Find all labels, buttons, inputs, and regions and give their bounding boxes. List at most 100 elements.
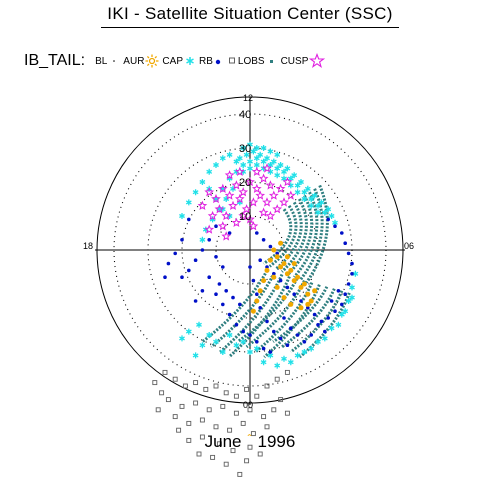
cap-point	[260, 145, 267, 151]
tail-streak	[299, 188, 324, 281]
lobs-point	[210, 454, 216, 460]
rb-point	[248, 333, 252, 337]
cusp-point	[214, 204, 225, 214]
cusp-point	[248, 221, 259, 231]
cap-point	[185, 328, 192, 335]
cusp-point	[275, 183, 286, 193]
cap-point	[260, 359, 267, 366]
cap-point	[253, 345, 260, 352]
cusp-point	[207, 210, 218, 221]
rb-point	[207, 275, 211, 280]
aur-point	[305, 291, 311, 297]
lobs-point	[244, 386, 250, 392]
rb-point	[193, 299, 198, 303]
tail-streak	[305, 184, 329, 284]
rb-point	[295, 333, 300, 337]
series-lobs	[152, 369, 290, 477]
cusp-point	[245, 214, 255, 224]
cusp-point	[258, 173, 269, 183]
lobs-point	[162, 369, 168, 375]
cap-point	[281, 355, 287, 362]
lobs-point	[199, 434, 205, 440]
cusp-point	[272, 204, 283, 214]
rb-point	[329, 299, 334, 303]
rb-point	[163, 275, 167, 280]
aur-point	[288, 301, 294, 307]
cap-point	[240, 162, 247, 168]
cusp-point	[231, 180, 242, 190]
cap-point	[328, 325, 335, 332]
rb-point	[200, 289, 205, 293]
cap-point	[294, 189, 301, 196]
cap-point	[318, 199, 325, 206]
cap-point	[206, 332, 213, 338]
aur-point	[254, 298, 260, 304]
lobs-point	[186, 437, 192, 443]
tail-streak	[254, 282, 314, 354]
cusp-point	[282, 176, 293, 187]
aur-point	[264, 267, 270, 273]
rb-point	[221, 302, 225, 307]
cap-point	[199, 342, 206, 349]
cap-point	[308, 196, 315, 202]
lobs-point	[271, 407, 277, 413]
cap-point	[250, 148, 257, 155]
cusp-point	[251, 166, 262, 176]
tail-streak	[268, 204, 298, 268]
lobs-point	[186, 420, 192, 426]
rb-point	[258, 306, 263, 310]
aur-point	[257, 288, 263, 294]
rb-point	[285, 285, 290, 290]
axis-labels: 10 20 30 40 12 00 18 06	[83, 93, 414, 410]
tail-marker-icon	[269, 60, 273, 63]
aur-point	[281, 261, 287, 267]
lobs-point	[203, 386, 209, 392]
cap-point	[321, 209, 328, 216]
rb-point	[340, 231, 344, 235]
cusp-point	[221, 210, 232, 221]
lobs-point	[284, 410, 290, 416]
rb-point	[343, 292, 348, 297]
date-label: June ˆ 1996	[0, 432, 500, 452]
rb-marker-icon	[215, 59, 221, 65]
cap-point	[213, 338, 219, 345]
lobs-point	[213, 424, 219, 430]
series-rb	[163, 217, 354, 354]
lobs-point	[233, 393, 239, 399]
cap-point	[349, 284, 355, 291]
legend-text-aur: AUR	[123, 55, 145, 67]
cap-point	[257, 151, 264, 158]
tail-streak	[281, 288, 336, 349]
cap-point	[315, 202, 321, 209]
cap-point	[301, 189, 308, 196]
lobs-point	[244, 458, 250, 464]
aur-point	[298, 305, 304, 311]
cusp-point	[258, 207, 269, 217]
cap-point	[277, 162, 284, 168]
rb-point	[268, 244, 273, 249]
rb-point	[299, 299, 303, 303]
legend-text-cap: CAP	[162, 55, 183, 67]
cap-point	[315, 338, 321, 345]
rb-point	[272, 272, 276, 276]
cap-point	[264, 155, 270, 162]
cap-point	[247, 165, 253, 172]
rb-point	[214, 292, 218, 297]
cap-point	[185, 199, 192, 206]
aur-marker-icon	[145, 54, 159, 68]
angle-label-top: 12	[243, 93, 253, 103]
rb-point	[187, 268, 191, 273]
cusp-point	[217, 183, 228, 193]
radial-tick-label: 40	[239, 109, 251, 121]
lobs-point	[278, 397, 284, 403]
data-marks	[152, 141, 359, 477]
rb-point	[254, 292, 259, 297]
legend-item-cap: CAP	[162, 54, 196, 68]
lobs-point	[261, 414, 267, 420]
cusp-point	[197, 200, 208, 210]
cap-point	[308, 345, 315, 352]
aur-point	[278, 264, 284, 270]
aur-point	[250, 308, 256, 314]
rb-point	[350, 261, 354, 266]
lobs-point	[233, 410, 239, 416]
